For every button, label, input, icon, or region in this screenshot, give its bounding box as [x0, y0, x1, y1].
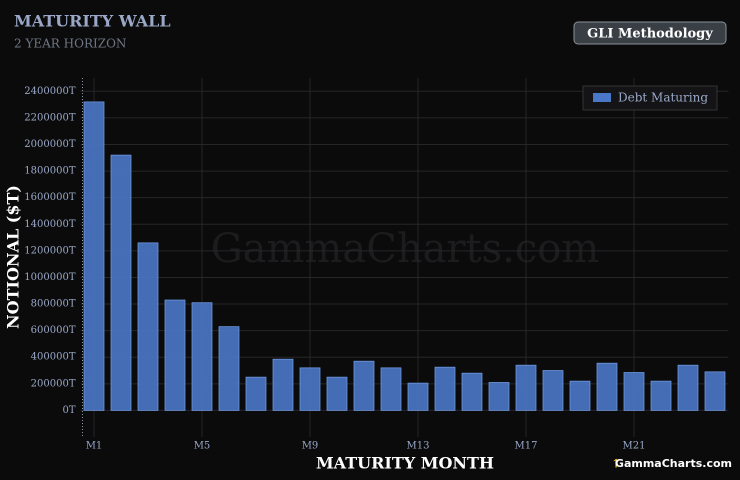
- bar: [704, 371, 726, 411]
- bar: [83, 101, 105, 411]
- bar: [191, 302, 213, 411]
- x-tick-label: M5: [194, 441, 211, 452]
- chart-subtitle: 2 YEAR HORIZON: [14, 37, 126, 51]
- bar: [542, 370, 564, 411]
- bar: [164, 299, 186, 411]
- y-tick-label: 600000T: [31, 325, 76, 336]
- x-tick-label: M9: [302, 441, 319, 452]
- watermark: GammaCharts.com: [211, 226, 600, 272]
- y-tick-label: 800000T: [31, 299, 76, 310]
- bar: [569, 380, 591, 411]
- bar: [353, 360, 375, 411]
- bar: [245, 376, 267, 411]
- y-tick-label: 2400000T: [24, 86, 76, 97]
- brand-icon: ↑: [611, 457, 621, 471]
- bar: [461, 372, 483, 411]
- y-tick-label: 400000T: [31, 352, 76, 363]
- bar: [596, 362, 618, 411]
- bar: [137, 242, 159, 411]
- bar: [488, 382, 510, 411]
- legend-swatch: [593, 93, 611, 102]
- x-tick-label: M17: [515, 441, 538, 452]
- x-axis-label: MATURITY MONTH: [316, 454, 494, 473]
- bar: [515, 364, 537, 411]
- bar: [407, 382, 429, 411]
- y-tick-label: 1200000T: [24, 245, 76, 256]
- bar: [299, 367, 321, 411]
- y-tick-label: 2200000T: [24, 112, 76, 123]
- y-axis-label: NOTIONAL ($T): [4, 185, 23, 329]
- bar: [434, 366, 456, 411]
- y-tick-label: 1800000T: [24, 166, 76, 177]
- chart-title: MATURITY WALL: [14, 12, 171, 31]
- y-tick-label: 1400000T: [24, 219, 76, 230]
- legend-label: Debt Maturing: [618, 91, 708, 105]
- brand: GammaCharts.com: [615, 457, 732, 470]
- bar: [218, 326, 240, 411]
- y-tick-label: 200000T: [31, 378, 76, 389]
- bar: [623, 372, 645, 411]
- methodology-button-label[interactable]: GLI Methodology: [587, 27, 713, 42]
- x-tick-label: M13: [407, 441, 430, 452]
- x-tick-label: M1: [86, 441, 103, 452]
- bar: [272, 358, 294, 411]
- bar: [650, 380, 672, 411]
- y-tick-label: 0T: [62, 405, 75, 416]
- methodology-button[interactable]: [573, 21, 727, 45]
- y-tick-label: 1000000T: [24, 272, 76, 283]
- bar: [326, 376, 348, 411]
- y-tick-label: 1600000T: [24, 192, 76, 203]
- bar: [110, 154, 132, 411]
- y-tick-label: 2000000T: [24, 139, 76, 150]
- bar: [677, 364, 699, 411]
- x-tick-label: M21: [623, 441, 646, 452]
- bar: [380, 367, 402, 411]
